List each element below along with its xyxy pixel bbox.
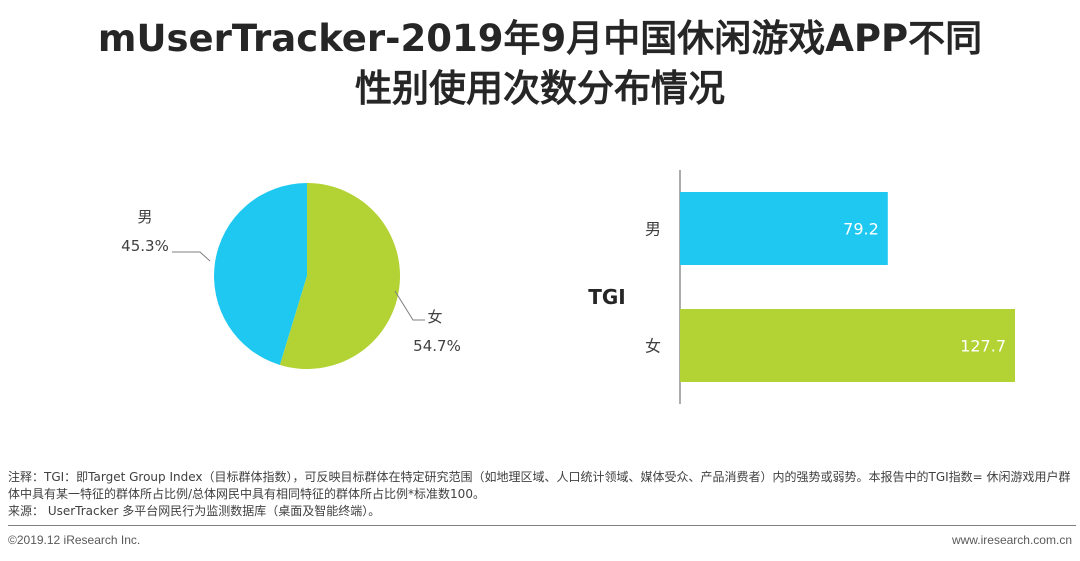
charts-canvas: 男 45.3% 女 54.7% TGI 男 79.2 女 127.7 — [121, 170, 1015, 404]
pie-label-male: 男 — [137, 208, 152, 226]
bar-female — [680, 309, 1015, 382]
pie-chart: 男 45.3% 女 54.7% — [121, 183, 461, 369]
title-line-1: mUserTracker-2019年9月中国休闲游戏APP不同 — [97, 17, 983, 60]
note-source: 来源： UserTracker 多平台网民行为监测数据库（桌面及智能终端）。 — [8, 504, 381, 518]
notes: 注释：TGI：即Target Group Index（目标群体指数），可反映目标… — [8, 469, 1076, 520]
bar-male — [680, 192, 888, 265]
footer-divider — [8, 525, 1076, 526]
bar-value-male: 79.2 — [843, 220, 879, 239]
pie-leader-female — [394, 290, 425, 321]
website-link[interactable]: www.iresearch.com.cn — [951, 533, 1072, 547]
pie-leader-male — [172, 251, 211, 262]
note-tgi: 注释：TGI：即Target Group Index（目标群体指数），可反映目标… — [8, 470, 1071, 501]
bar-chart: TGI 男 79.2 女 127.7 — [588, 170, 1015, 404]
pie-value-female: 54.7% — [413, 337, 461, 355]
pie-slice-female — [279, 183, 401, 369]
bar-category-female: 女 — [645, 337, 661, 356]
copyright-text: ©2019.12 iResearch Inc. — [8, 533, 141, 547]
pie-value-male: 45.3% — [121, 237, 169, 255]
pie-slice-male — [214, 183, 307, 365]
title-line-2: 性别使用次数分布情况 — [355, 67, 725, 110]
pie-label-female: 女 — [427, 308, 442, 326]
bar-axis-title: TGI — [588, 285, 626, 309]
page-title: mUserTracker-2019年9月中国休闲游戏APP不同 性别使用次数分布… — [0, 14, 1080, 114]
bar-value-female: 127.7 — [960, 337, 1006, 356]
bar-category-male: 男 — [645, 220, 661, 239]
